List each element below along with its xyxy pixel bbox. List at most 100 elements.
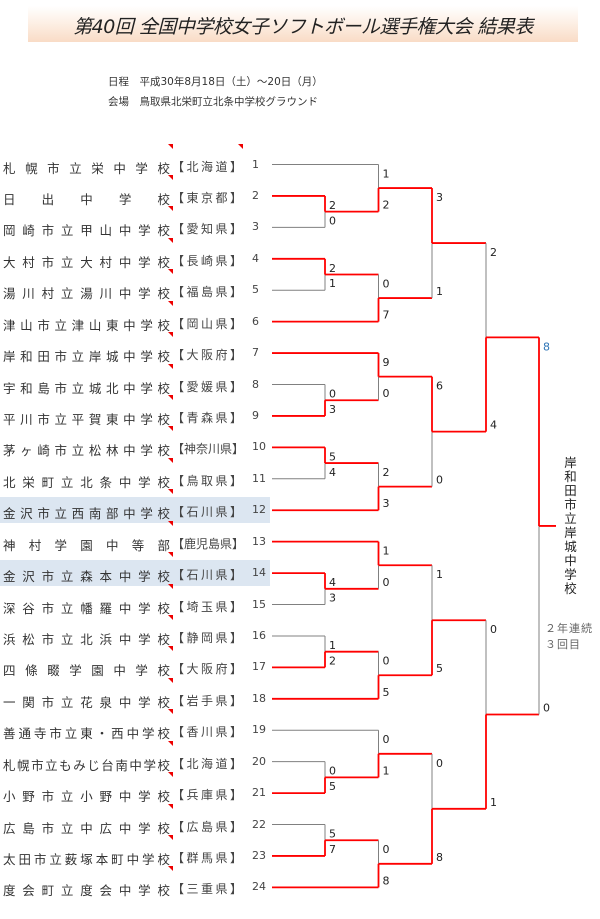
team-row: 善通寺市立東・西中学校 【香川県】 19 [0,717,270,743]
score-label: 0 [383,576,390,589]
score-label: 5 [329,780,336,793]
school-name: 四條畷学園中学校 [3,663,170,679]
score-label: 1 [436,568,443,581]
team-row: 宇和島市立城北中学校 【愛媛県】 8 [0,372,270,398]
team-row: 金沢市立森本中学校 【石川県】 14 [0,560,270,587]
score-label: 5 [383,686,390,699]
school-name: 札幌市立栄中学校 [3,160,170,176]
score-label: 1 [329,277,336,290]
school-name: 日出中学校 [3,191,170,207]
comment-marker-icon [168,143,173,149]
score-label: 5 [329,450,336,463]
team-row: 湯川村立湯川中学校 【福島県】 5 [0,277,270,303]
school-name: 札幌市立もみじ台南中学校 [3,757,170,773]
comment-marker-icon [168,583,173,589]
team-row: 神村学園中等部 【鹿児島県】 13 [0,529,270,555]
school-name: 深谷市立幡羅中学校 [3,600,170,616]
prefecture: 【愛媛県】 [172,379,242,394]
champion-note-count: ３回目 [545,638,581,651]
score-label: 0 [383,655,390,668]
school-name: 茅ヶ崎市立松林中学校 [3,443,170,459]
team-row: 津山市立津山東中学校 【岡山県】 6 [0,309,270,335]
score-label: 2 [383,466,390,479]
page-title: 第40回 全国中学校女子ソフトボール選手権大会 結果表 [73,16,533,38]
team-row: 金沢市立西南部中学校 【石川県】 12 [0,497,270,524]
seed-number: 16 [252,628,266,642]
seed-number: 2 [252,188,259,202]
score-label: 4 [329,576,336,589]
seed-number: 18 [252,691,266,705]
seed-number: 22 [252,817,266,831]
school-name: 太田市立薮塚本町中学校 [3,851,170,867]
champion-note-consecutive: ２年連続 [545,622,593,635]
score-label: 0 [436,757,443,770]
team-row: 浜松市立北浜中学校 【静岡県】 16 [0,623,270,649]
seed-number: 6 [252,314,259,328]
score-label: 7 [329,843,336,856]
comment-marker-icon [168,740,173,746]
champion-name: 岸和田市立岸城中学校 [562,456,577,596]
seed-number: 7 [252,346,259,360]
score-label: 4 [329,466,336,479]
school-name: 大村市立大村中学校 [3,254,170,270]
comment-marker-icon [168,363,173,369]
venue-text: 会場 鳥取県北栄町立北条中学校グラウンド [108,96,318,108]
prefecture: 【大阪府】 [172,348,242,363]
team-row: 岸和田市立岸城中学校 【大阪府】 7 [0,340,270,366]
score-label: 0 [329,765,336,778]
prefecture: 【鳥取県】 [172,473,242,488]
prefecture: 【鹿児島県】 [172,536,245,551]
comment-marker-icon [168,332,173,338]
score-label: 7 [383,309,390,322]
comment-marker-icon [168,426,173,432]
team-row: 岡崎市立甲山中学校 【愛知県】 3 [0,214,270,240]
score-label: 8 [543,340,550,353]
seed-number: 8 [252,377,259,391]
seed-number: 1 [252,157,259,171]
seed-number: 3 [252,220,259,234]
comment-marker-icon [168,206,173,212]
score-label: 8 [436,851,443,864]
comment-marker-icon [168,803,173,809]
team-row: 日出中学校 【東京都】 2 [0,183,270,209]
prefecture: 【福島県】 [172,285,242,300]
score-label: 1 [383,168,390,181]
seed-number: 23 [252,848,266,862]
team-row: 度会町立度会中学校 【三重県】 24 [0,874,270,900]
score-label: 0 [329,214,336,227]
comment-marker-icon [168,834,173,840]
prefecture: 【北海道】 [172,756,242,771]
score-label: 1 [436,285,443,298]
prefecture: 【三重県】 [172,882,242,897]
prefecture: 【兵庫県】 [172,788,242,803]
prefecture: 【石川県】 [172,568,242,583]
score-label: 1 [383,764,390,777]
score-label: 2 [329,199,336,212]
prefecture: 【静岡県】 [172,630,242,645]
score-label: 0 [490,623,497,636]
score-label: 2 [383,199,390,212]
school-name: 金沢市立森本中学校 [3,569,170,585]
team-row: 一関市立花泉中学校 【岩手県】 18 [0,686,270,712]
comment-marker-icon [168,457,173,463]
school-name: 広島市立中広中学校 [3,820,170,836]
score-label: 0 [383,843,390,856]
seed-number: 11 [252,471,266,485]
score-label: 9 [383,356,390,369]
school-name: 小野市立小野中学校 [3,789,170,805]
score-label: 4 [490,419,497,432]
seed-number: 15 [252,597,266,611]
school-name: 岸和田市立岸城中学校 [3,349,170,365]
score-label: 2 [490,246,497,259]
score-label: 2 [329,654,336,667]
score-label: 2 [329,262,336,275]
seed-number: 13 [252,534,266,548]
seed-number: 14 [252,566,266,580]
seed-number: 21 [252,786,266,800]
score-label: 0 [543,702,550,715]
schedule-text: 日程 平成30年8月18日（土）～20日（月） [108,76,323,88]
comment-marker-icon [168,174,173,180]
team-row: 札幌市立栄中学校 【北海道】 1 [0,152,270,178]
score-label: 1 [490,796,497,809]
